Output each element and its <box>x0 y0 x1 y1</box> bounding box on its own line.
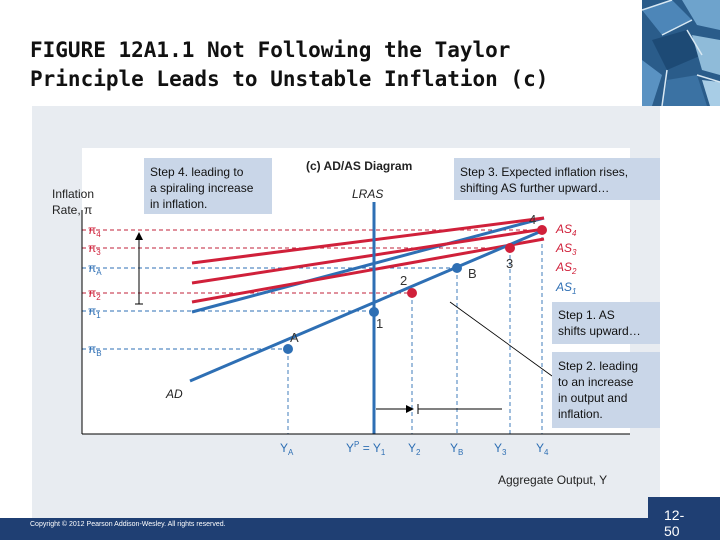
ad-curve <box>189 228 545 383</box>
step2-line-1: Step 2. leading <box>558 359 638 373</box>
y4-label: Y4 <box>536 441 549 457</box>
ad-as-diagram: 1 2 3 4 A B (c) AD/AS Diagram Inflation … <box>52 148 660 487</box>
step1-line-1: Step 1. AS <box>558 308 615 322</box>
yA-label: YA <box>280 441 294 457</box>
point-3 <box>505 243 515 253</box>
slide-title-line-2: Principle Leads to Unstable Inflation (c… <box>30 67 549 91</box>
page-number-line-2: 50 <box>664 523 680 539</box>
ad-label: AD <box>165 387 183 401</box>
page-number-line-1: 12- <box>664 507 685 523</box>
pi3-label: π3 <box>88 241 101 257</box>
step4-line-2: a spiraling increase <box>150 181 254 195</box>
output-right-arrow <box>376 404 502 414</box>
step3-line-2: shifting AS further upward… <box>460 181 609 195</box>
panel-title: (c) AD/AS Diagram <box>306 159 412 173</box>
pi-tick-labels: π4 π3 π2 <box>88 223 101 302</box>
page-number-box <box>648 497 720 540</box>
footer-bar <box>0 518 648 540</box>
point-label-3: 3 <box>506 256 513 271</box>
point-B <box>452 263 462 273</box>
as4-label: AS4 <box>555 222 577 238</box>
slide-title-line-1: FIGURE 12A1.1 Not Following the Taylor <box>30 38 511 62</box>
piA-label: πA <box>88 261 102 277</box>
as2-label: AS2 <box>555 260 577 276</box>
pi4-label: π4 <box>88 223 101 239</box>
as2-curve <box>191 237 545 304</box>
point-label-B: B <box>468 266 477 281</box>
as4-curve <box>191 216 545 265</box>
point-label-1: 1 <box>376 316 383 331</box>
blue-guide-lines <box>82 230 543 434</box>
point-label-2: 2 <box>400 273 407 288</box>
y2-label: Y2 <box>408 441 421 457</box>
piB-label: πB <box>88 342 102 358</box>
lras-label: LRAS <box>352 187 383 201</box>
copyright-text: Copyright © 2012 Pearson Addison-Wesley.… <box>30 521 226 528</box>
pi-up-arrow <box>135 232 143 305</box>
page-number: 12- 50 <box>664 507 704 539</box>
as3-label: AS3 <box>555 241 577 257</box>
y-axis-label-line-1: Inflation <box>52 187 94 201</box>
decorative-mosaic-logo <box>642 0 720 106</box>
y-tick-labels: YA YP = Y1 Y2 YB Y3 Y4 <box>280 440 549 457</box>
callout-step3: Step 3. Expected inflation rises, shifti… <box>454 158 660 200</box>
y3-label: Y3 <box>494 441 507 457</box>
step2-line-2: to an increase <box>558 375 634 389</box>
step1-line-2: shifts upward… <box>558 324 641 338</box>
callout-step1: Step 1. AS shifts upward… <box>552 302 660 344</box>
step4-line-3: in inflation. <box>150 197 207 211</box>
yP-label: YP = Y1 <box>346 440 386 457</box>
step4-line-1: Step 4. leading to <box>150 165 244 179</box>
as1-curve <box>191 216 545 314</box>
pi-guide-lines <box>82 229 542 294</box>
point-label-4: 4 <box>529 212 536 227</box>
step2-line-4: inflation. <box>558 407 603 421</box>
point-1 <box>369 307 379 317</box>
slide-title: FIGURE 12A1.1 Not Following the Taylor P… <box>30 36 630 94</box>
point-4 <box>537 225 547 235</box>
as-labels: AS4 AS3 AS2 <box>555 222 577 276</box>
step2-line-3: in output and <box>558 391 627 405</box>
y-axis-label-line-2: Rate, π <box>52 203 92 217</box>
pi2-label: π2 <box>88 286 101 302</box>
yB-label: YB <box>450 441 463 457</box>
pi-tick-labels-blue: πA π1 πB <box>88 261 102 358</box>
point-A <box>283 344 293 354</box>
figure-panel: 1 2 3 4 A B (c) AD/AS Diagram Inflation … <box>32 106 660 518</box>
pi1-label: π1 <box>88 304 101 320</box>
step3-line-1: Step 3. Expected inflation rises, <box>460 165 628 179</box>
as1-label: AS1 <box>555 280 576 296</box>
callout-step4: Step 4. leading to a spiraling increase … <box>144 158 272 214</box>
step2-leader-line <box>449 301 553 377</box>
x-axis-label: Aggregate Output, Y <box>498 473 607 487</box>
point-label-A: A <box>290 330 299 345</box>
point-2 <box>407 288 417 298</box>
callout-step2: Step 2. leading to an increase in output… <box>552 352 660 428</box>
as3-curve <box>191 227 545 285</box>
